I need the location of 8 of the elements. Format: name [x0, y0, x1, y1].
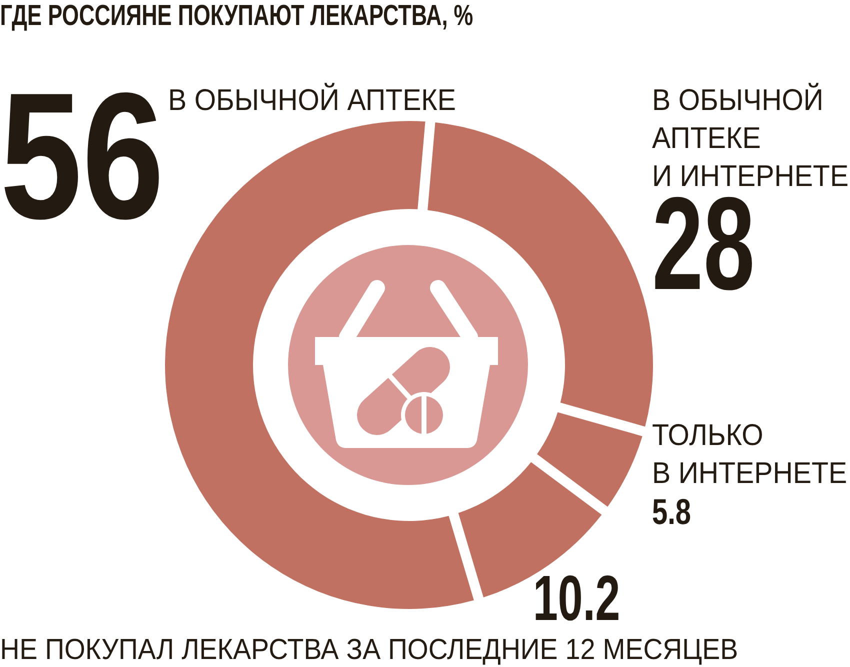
- data-label: 10.2: [533, 562, 620, 634]
- data-label: 5.8: [652, 492, 692, 532]
- slice-label: ТОЛЬКО В ИНТЕРНЕТЕ: [652, 419, 848, 490]
- slice-label: В ОБЫЧНОЙ АПТЕКЕ И ИНТЕРНЕТЕ: [652, 82, 849, 194]
- slice-label: НЕ ПОКУПАЛ ЛЕКАРСТВА ЗА ПОСЛЕДНИЕ 12 МЕСЯЦЕВ: [0, 633, 738, 666]
- data-label: 56: [0, 55, 164, 256]
- slice-label: В ОБЫЧНОЙ АПТЕКЕ: [168, 82, 456, 118]
- chart-title: ГДЕ РОССИЯНЕ ПОКУПАЮТ ЛЕКАРСТВА, %: [0, 0, 474, 32]
